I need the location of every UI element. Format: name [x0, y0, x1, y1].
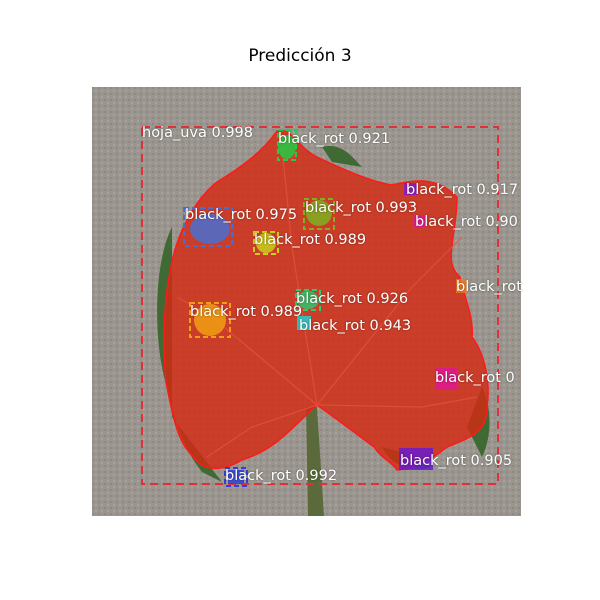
detection-label: black_rot 0.917 — [406, 182, 519, 198]
black-rot-spot — [399, 448, 433, 470]
black-rot-spot — [189, 302, 231, 338]
black-rot-spot — [404, 183, 418, 195]
detection-label: black_rot 0 — [435, 370, 515, 386]
page-title: Predicción 3 — [248, 46, 352, 66]
leaf-segmentation-mask — [163, 129, 489, 471]
black-rot-spot — [435, 368, 457, 390]
detection-label: black_rot 0.992 — [225, 468, 338, 484]
detection-label: black_rot — [456, 279, 522, 295]
black-rot-spot — [277, 129, 297, 161]
detection-label: black_rot 0.90 — [415, 214, 518, 230]
leaf-stem — [306, 407, 324, 516]
black-rot-spot — [297, 316, 311, 330]
leaf-bounding-box — [141, 126, 499, 485]
detection-label: black_rot 0.975 — [185, 207, 298, 223]
detection-label: black_rot 0.943 — [299, 318, 412, 334]
detection-label: black_rot 0.989 — [254, 232, 367, 248]
black-rot-spot — [303, 198, 335, 230]
black-rot-spot — [253, 231, 279, 255]
detection-label: hoja_uva 0.998 — [142, 125, 254, 141]
leaf-edge-top — [322, 146, 362, 167]
detection-label: black_rot 0.926 — [296, 291, 409, 307]
detection-label: black_rot 0.905 — [400, 453, 513, 469]
leaf-scene — [92, 87, 521, 516]
black-rot-spot — [183, 207, 233, 247]
detection-label: black_rot 0.921 — [278, 131, 391, 147]
black-rot-spot — [295, 289, 321, 311]
black-rot-spot — [456, 279, 468, 293]
detection-label: black_rot 0.989 — [190, 304, 303, 320]
detection-label: black_rot 0.993 — [305, 200, 418, 216]
black-rot-spot — [414, 215, 426, 227]
black-rot-spot — [224, 467, 248, 487]
leaf-photo — [92, 87, 521, 516]
